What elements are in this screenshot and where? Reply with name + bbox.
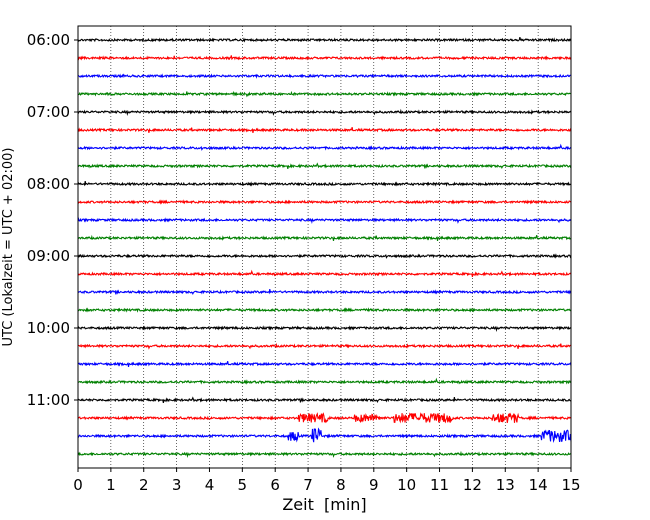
y-axis-ticks: 06:00 07:00 08:00 09:00 10:00 11:00	[27, 31, 78, 409]
x-tick-label: 4	[205, 476, 215, 494]
trace-1015	[77, 342, 572, 350]
x-tick-label: 8	[336, 476, 346, 494]
y-tick-label: 09:00	[27, 247, 70, 265]
x-tick-label: 14	[529, 476, 548, 494]
x-tick-label: 2	[139, 476, 149, 494]
x-tick-label: 15	[561, 476, 580, 494]
x-tick-label: 11	[430, 476, 449, 494]
y-tick-label: 10:00	[27, 319, 70, 337]
trace-0745	[77, 162, 572, 170]
y-tick-label: 08:00	[27, 175, 70, 193]
y-tick-label: 11:00	[27, 391, 70, 409]
trace-0730	[77, 143, 572, 151]
x-tick-label: 10	[397, 476, 416, 494]
trace-1115	[77, 412, 572, 424]
trace-1000	[77, 325, 572, 332]
trace-0600	[77, 36, 572, 43]
trace-1030	[77, 361, 572, 368]
plot-frame	[77, 25, 572, 469]
trace-0815	[77, 199, 572, 205]
trace-0700	[77, 108, 572, 116]
trace-0915	[77, 269, 572, 277]
trace-1145	[77, 450, 572, 458]
x-tick-label: 0	[73, 476, 83, 494]
y-tick-label: 07:00	[27, 103, 70, 121]
x-axis-ticks: 0 1 2 3 4 5 6 7 8 9 10 11 12 13 14 15	[73, 468, 581, 494]
trace-0630	[77, 73, 572, 79]
trace-0800	[77, 181, 572, 187]
y-tick-label: 06:00	[27, 31, 70, 49]
grid-lines	[77, 26, 572, 468]
x-tick-label: 7	[303, 476, 313, 494]
trace-0830	[77, 217, 572, 224]
x-tick-label: 1	[106, 476, 116, 494]
x-tick-label: 3	[172, 476, 182, 494]
trace-0645	[77, 90, 572, 98]
trace-0900	[77, 253, 572, 259]
x-axis-label: Zeit [min]	[282, 495, 366, 514]
trace-0945	[77, 307, 572, 313]
seismic-traces	[77, 36, 572, 458]
x-tick-label: 12	[463, 476, 482, 494]
x-tick-label: 9	[369, 476, 379, 494]
trace-1045	[77, 377, 572, 385]
x-tick-label: 5	[238, 476, 248, 494]
trace-1100	[77, 396, 572, 404]
trace-1130	[77, 427, 572, 444]
x-tick-label: 13	[496, 476, 515, 494]
trace-0930	[77, 289, 572, 296]
trace-0715	[77, 127, 572, 134]
trace-0615	[77, 55, 572, 61]
x-tick-label: 6	[270, 476, 280, 494]
y-axis-label: UTC (Lokalzeit = UTC + 02:00)	[1, 148, 16, 347]
trace-0845	[77, 234, 572, 242]
